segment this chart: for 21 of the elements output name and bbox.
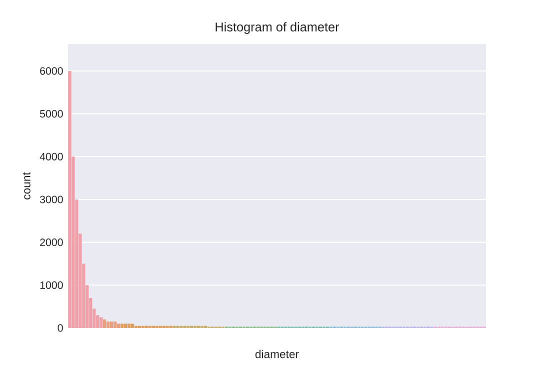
x-axis-title: diameter	[255, 350, 299, 358]
bar	[120, 324, 124, 328]
y-tick-label: 3000	[40, 196, 63, 204]
y-axis-title: count	[22, 172, 30, 200]
chart-title: Histogram of diameter	[216, 22, 340, 34]
bar	[116, 324, 120, 328]
y-tick-label: 6000	[40, 67, 63, 75]
bar	[113, 322, 117, 328]
bar	[110, 322, 114, 328]
bar	[130, 324, 134, 328]
y-tick-label: 4000	[40, 152, 63, 160]
y-tick-label: 5000	[40, 110, 63, 118]
bar	[103, 319, 106, 328]
y-tick-label: 2000	[40, 238, 63, 246]
bar	[127, 324, 131, 328]
bar	[106, 322, 110, 328]
bar	[68, 70, 72, 328]
y-tick-label: 0	[58, 324, 63, 332]
bar	[124, 324, 128, 328]
bar	[100, 317, 103, 328]
y-tick-label: 1000	[40, 281, 63, 289]
